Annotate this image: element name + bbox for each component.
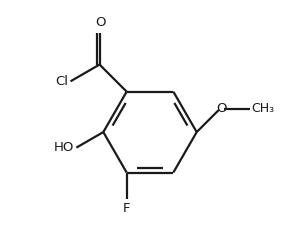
Text: F: F xyxy=(123,202,130,215)
Text: CH₃: CH₃ xyxy=(251,102,274,115)
Text: O: O xyxy=(95,16,106,29)
Text: O: O xyxy=(216,102,227,115)
Text: Cl: Cl xyxy=(55,75,68,88)
Text: HO: HO xyxy=(54,141,74,154)
